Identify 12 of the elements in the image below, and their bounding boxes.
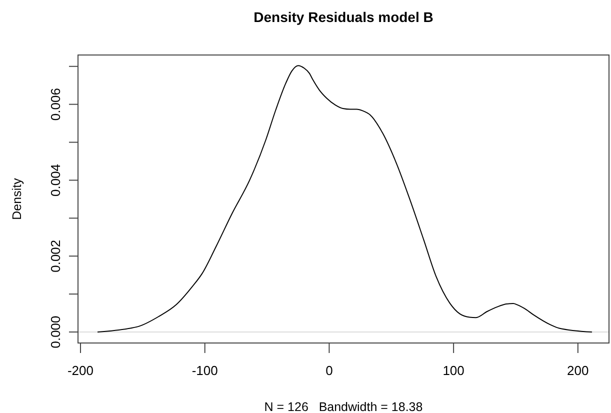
y-tick-label: 0.002 — [48, 240, 63, 272]
y-tick-label: 0.004 — [48, 164, 63, 196]
y-tick-label: 0.006 — [48, 88, 63, 121]
x-tick-label: -100 — [192, 363, 218, 378]
y-tick-label: 0.000 — [48, 316, 63, 348]
chart-title: Density Residuals model B — [254, 9, 434, 25]
x-tick-label: -200 — [67, 363, 94, 378]
x-axis-title: N = 126 Bandwidth = 18.38 — [264, 400, 423, 413]
x-tick-label: 0 — [326, 363, 333, 378]
x-tick-label: 100 — [442, 363, 464, 378]
y-axis-title: Density — [10, 177, 24, 220]
x-tick-label: 200 — [567, 363, 589, 378]
